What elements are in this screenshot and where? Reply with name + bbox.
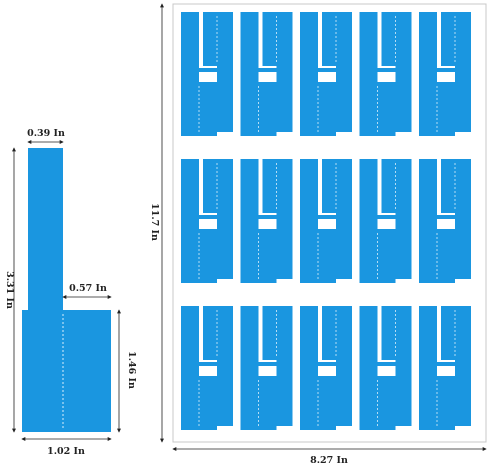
dim-body-width-label: 1.02 In <box>47 446 85 457</box>
dim-body-width: 1.02 In <box>21 437 112 457</box>
dim-total-height: 3.31 In <box>4 147 16 433</box>
dim-flag-width-label: 0.39 In <box>27 128 65 139</box>
sheet-width-label: 8.27 In <box>310 455 348 465</box>
sheet-label <box>359 159 412 283</box>
dim-total-height-label: 3.31 In <box>4 271 15 309</box>
single-label-shape <box>22 148 111 432</box>
dim-tab-width-label: 0.57 In <box>69 283 107 294</box>
dim-body-height-label: 1.46 In <box>126 351 137 389</box>
sheet-label <box>419 159 471 283</box>
sheet-label <box>300 12 352 136</box>
sheet-label <box>240 306 293 430</box>
sheet-label-grid <box>181 12 471 430</box>
sheet-label <box>359 306 412 430</box>
sheet-label <box>181 12 233 136</box>
sheet-label <box>359 12 412 136</box>
sheet-label <box>419 12 471 136</box>
sheet-label <box>240 12 293 136</box>
sheet-label <box>300 306 352 430</box>
sheet-label <box>300 159 352 283</box>
sheet-height-dimension: 11.7 In <box>149 3 164 443</box>
dim-tab-width: 0.57 In <box>62 283 112 299</box>
dim-flag-width: 0.39 In <box>27 128 65 144</box>
sheet-width-dimension: 8.27 In <box>172 447 487 465</box>
dim-body-height: 1.46 In <box>117 309 137 433</box>
sheet-label <box>181 306 233 430</box>
sheet-label <box>181 159 233 283</box>
sheet-label <box>240 159 293 283</box>
sheet-label <box>419 306 471 430</box>
sheet-height-label: 11.7 In <box>149 203 160 241</box>
single-label <box>22 148 111 432</box>
